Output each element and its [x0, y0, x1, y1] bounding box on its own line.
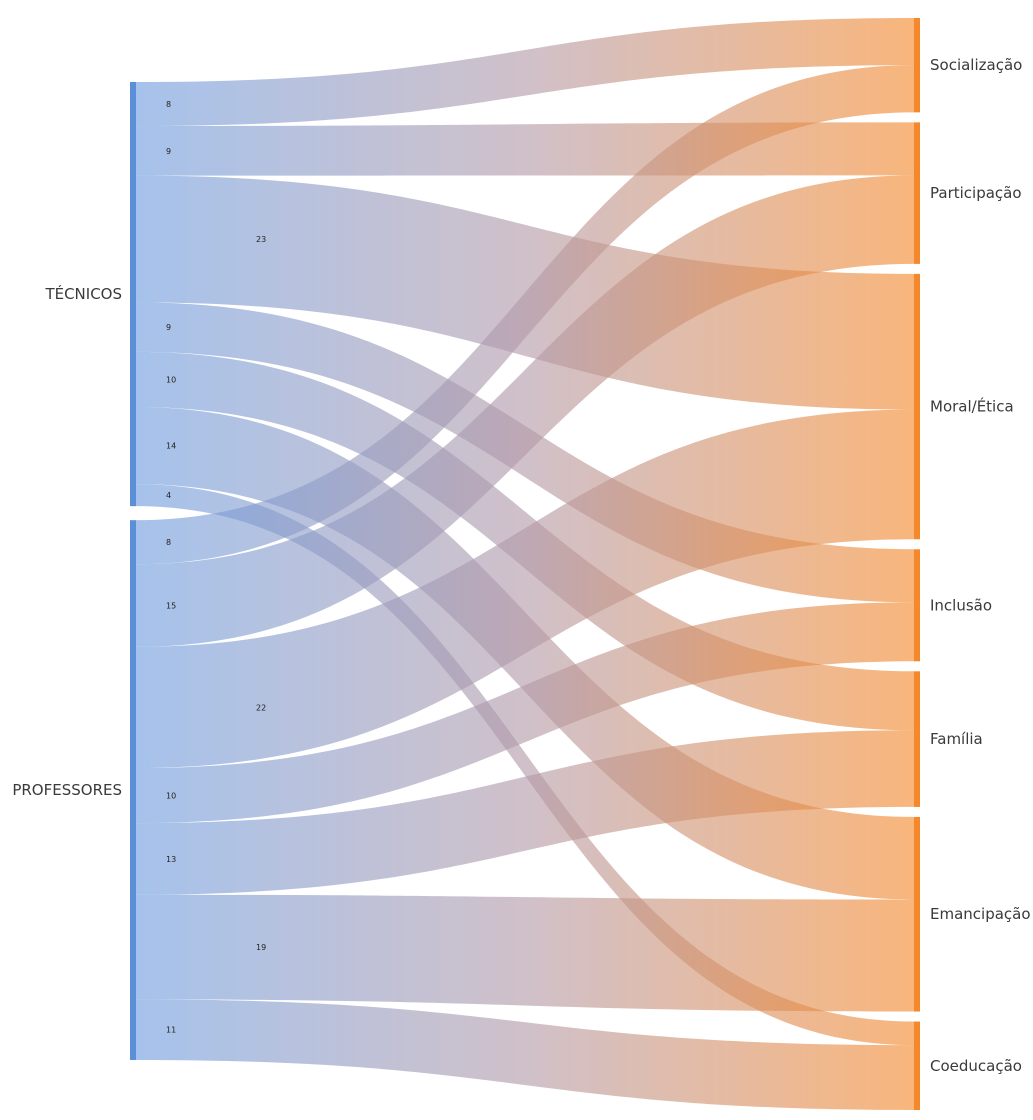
flow-value-label: 14: [166, 442, 176, 451]
target-node-socializacao: [914, 18, 920, 113]
flow-professores-participacao: [136, 175, 914, 647]
flow-value-label: 9: [166, 147, 171, 156]
flow-value-label: 8: [166, 538, 171, 547]
target-node-familia: [914, 671, 920, 807]
flow-professores-emancipacao: [136, 894, 914, 1012]
flow-tecnicos-moral: [136, 175, 914, 410]
flow-value-label: 10: [166, 375, 176, 384]
flow-value-label: 19: [256, 943, 266, 952]
nodes-layer: [130, 18, 920, 1110]
flow-tecnicos-participacao: [136, 122, 914, 176]
flows-layer: [136, 18, 914, 1110]
labels-layer: 8 9 23 9 10 14 4 8 15 22 10 13 19 11 TÉCNICOS PROFESSOR…: [12, 56, 1030, 1075]
target-node-emancipacao: [914, 816, 920, 1012]
target-label-familia: Família: [930, 730, 983, 748]
source-node-professores: [130, 520, 136, 1060]
flow-professores-socializacao: [136, 65, 914, 565]
flow-value-label: 23: [256, 235, 266, 244]
flow-professores-familia: [136, 730, 914, 895]
target-label-socializacao: Socialização: [930, 56, 1022, 74]
target-label-participacao: Participação: [930, 184, 1022, 202]
flow-value-label: 4: [166, 491, 171, 500]
flow-value-label: 11: [166, 1026, 176, 1035]
target-label-inclusao: Inclusão: [930, 596, 992, 614]
target-node-participacao: [914, 122, 920, 264]
flow-value-label: 22: [256, 703, 266, 712]
flow-value-label: 15: [166, 602, 176, 611]
flow-professores-moral: [136, 409, 914, 769]
source-node-tecnicos: [130, 82, 136, 507]
flow-value-label: 10: [166, 792, 176, 801]
target-node-inclusao: [914, 549, 920, 662]
target-label-emancipacao: Emancipação: [930, 905, 1031, 923]
flow-value-label: 13: [166, 855, 176, 864]
flow-professores-coeducacao: [136, 999, 914, 1110]
flow-value-label: 9: [166, 323, 171, 332]
target-label-coeducacao: Coeducação: [930, 1057, 1022, 1075]
source-label-professores: PROFESSORES: [12, 781, 122, 799]
flow-tecnicos-coeducacao: [136, 484, 914, 1046]
target-label-moral: Moral/Ética: [930, 397, 1014, 416]
flow-tecnicos-socializacao: [136, 18, 914, 127]
target-node-coeducacao: [914, 1021, 920, 1110]
flow-value-label: 8: [166, 100, 171, 109]
target-node-moral: [914, 273, 920, 540]
source-label-tecnicos: TÉCNICOS: [44, 284, 122, 303]
flow-professores-inclusao: [136, 602, 914, 824]
